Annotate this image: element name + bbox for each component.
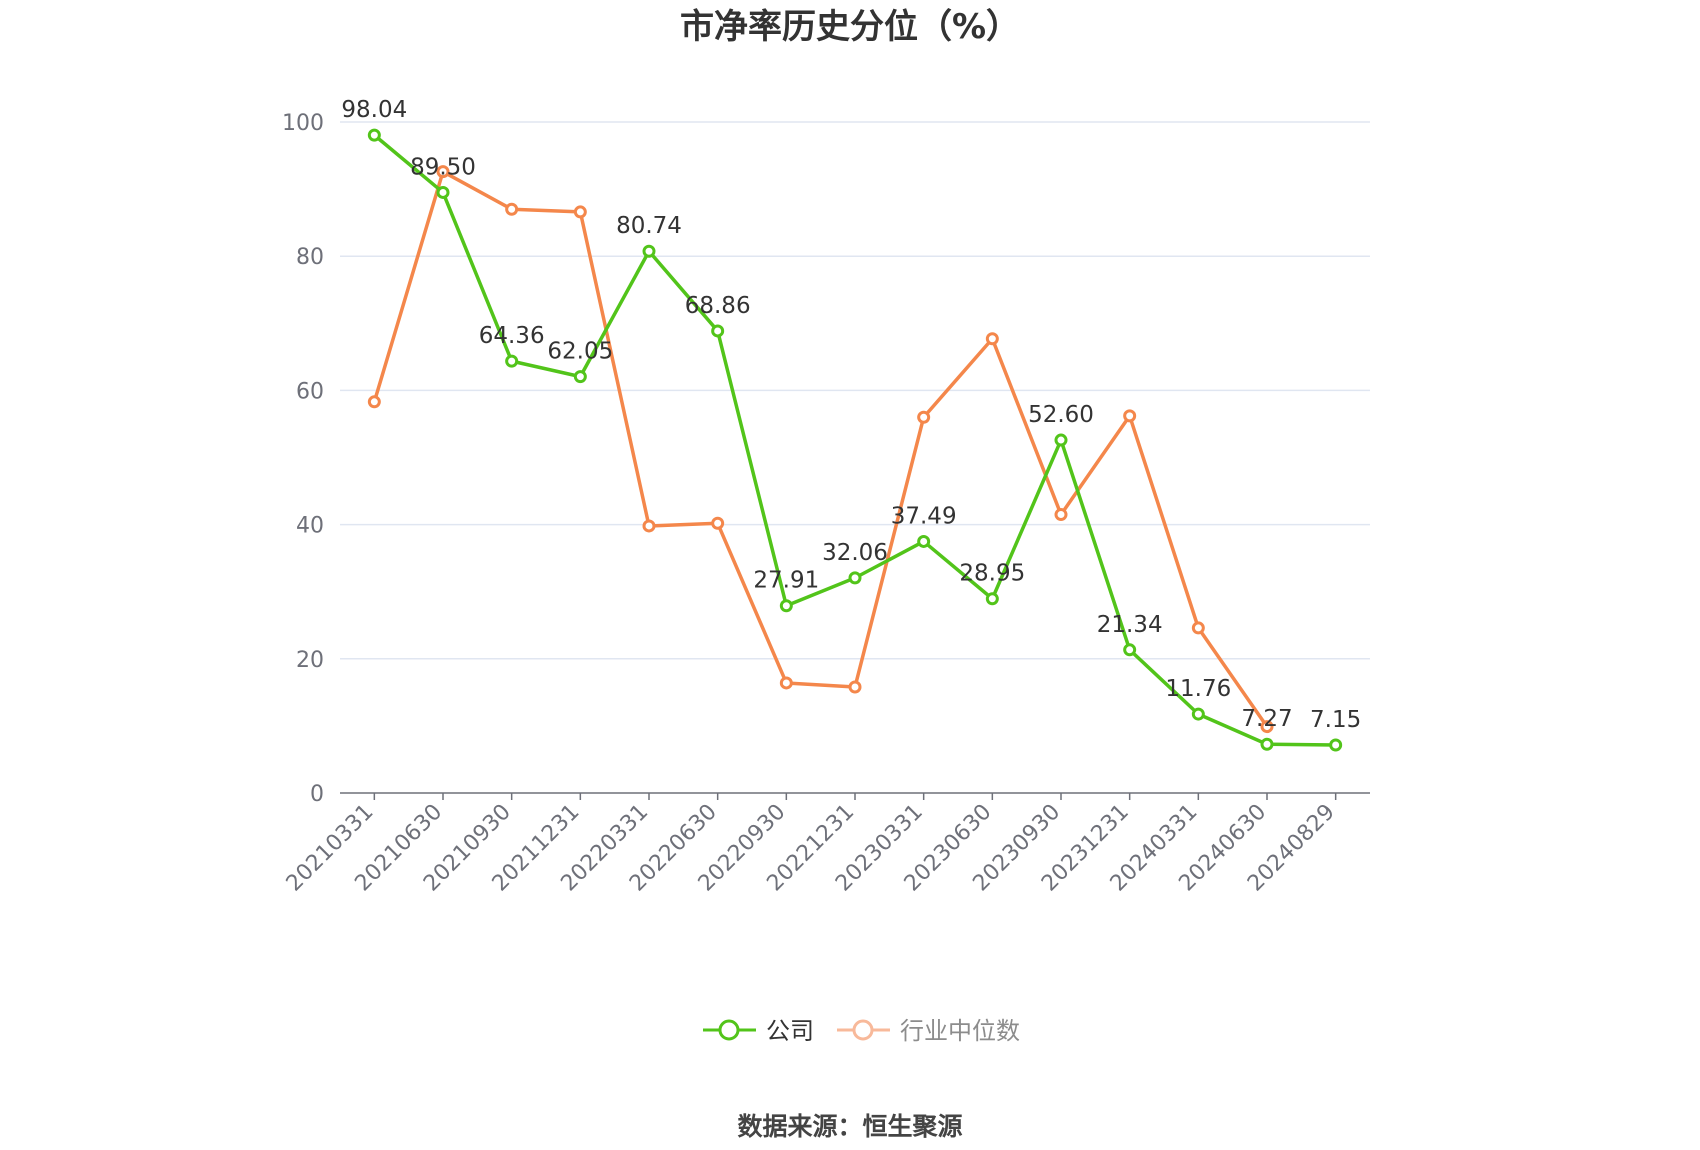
legend-marker-industry (852, 1019, 874, 1041)
legend-item-company[interactable]: 公司 (703, 1017, 814, 1045)
data-point-company[interactable] (711, 324, 725, 338)
data-point-industry[interactable] (367, 395, 381, 409)
data-label: 28.95 (959, 561, 1025, 587)
data-label: 52.60 (1028, 402, 1094, 428)
data-point-industry[interactable] (917, 410, 931, 424)
data-label: 7.27 (1241, 706, 1292, 732)
data-label: 32.06 (822, 540, 888, 566)
data-label: 68.86 (685, 293, 751, 319)
data-point-industry[interactable] (1191, 621, 1205, 635)
data-point-company[interactable] (1123, 643, 1137, 657)
y-tick-label: 20 (296, 648, 324, 673)
data-point-industry[interactable] (1260, 720, 1274, 734)
legend: 公司 行业中位数 (703, 1017, 1020, 1045)
data-point-industry[interactable] (505, 202, 519, 216)
data-point-company[interactable] (1329, 738, 1343, 752)
data-point-company[interactable] (436, 185, 450, 199)
y-tick-label: 100 (282, 111, 324, 136)
legend-item-industry[interactable]: 行业中位数 (837, 1017, 1020, 1045)
data-point-industry[interactable] (1054, 508, 1068, 522)
legend-marker-company (718, 1019, 740, 1041)
data-point-company[interactable] (1054, 433, 1068, 447)
y-axis: 0 20 40 60 80 100 (282, 111, 324, 807)
data-label: 11.76 (1165, 676, 1231, 702)
data-label: 64.36 (479, 323, 545, 349)
data-label: 27.91 (753, 568, 819, 594)
data-point-company[interactable] (1191, 707, 1205, 721)
data-point-company[interactable] (985, 592, 999, 606)
data-label: 7.15 (1310, 707, 1361, 733)
grid-lines (340, 121, 1370, 660)
data-point-company[interactable] (1260, 737, 1274, 751)
series (367, 128, 1343, 752)
data-point-company[interactable] (642, 244, 656, 258)
y-tick-label: 0 (310, 782, 324, 807)
data-point-industry[interactable] (436, 165, 450, 179)
data-point-industry[interactable] (711, 516, 725, 530)
data-point-company[interactable] (573, 370, 587, 384)
data-point-industry[interactable] (1123, 409, 1137, 423)
data-label: 89.50 (410, 154, 476, 180)
legend-label-industry: 行业中位数 (900, 1017, 1020, 1045)
data-point-company[interactable] (779, 599, 793, 613)
x-axis: 2021033120210630202109302021123120220331… (282, 792, 1370, 896)
data-source: 数据来源：恒生聚源 (737, 1112, 962, 1141)
series-line-industry (372, 169, 1269, 728)
y-tick-label: 80 (296, 245, 324, 270)
y-tick-label: 60 (296, 379, 324, 404)
data-label: 62.05 (547, 339, 613, 365)
data-label: 37.49 (891, 503, 957, 529)
data-point-company[interactable] (917, 534, 931, 548)
data-point-company[interactable] (848, 571, 862, 585)
data-label: 80.74 (616, 213, 682, 239)
data-point-company[interactable] (505, 354, 519, 368)
data-point-industry[interactable] (985, 332, 999, 346)
data-label: 98.04 (341, 97, 407, 123)
y-tick-label: 40 (296, 514, 324, 539)
data-point-company[interactable] (367, 128, 381, 142)
data-point-industry[interactable] (848, 680, 862, 694)
series-line-company (373, 133, 1336, 747)
data-point-industry[interactable] (642, 519, 656, 533)
data-label: 21.34 (1097, 612, 1163, 638)
legend-label-company: 公司 (766, 1017, 814, 1045)
data-point-industry[interactable] (573, 205, 587, 219)
data-point-industry[interactable] (779, 676, 793, 690)
chart-title: 市净率历史分位（%） (680, 7, 1020, 47)
